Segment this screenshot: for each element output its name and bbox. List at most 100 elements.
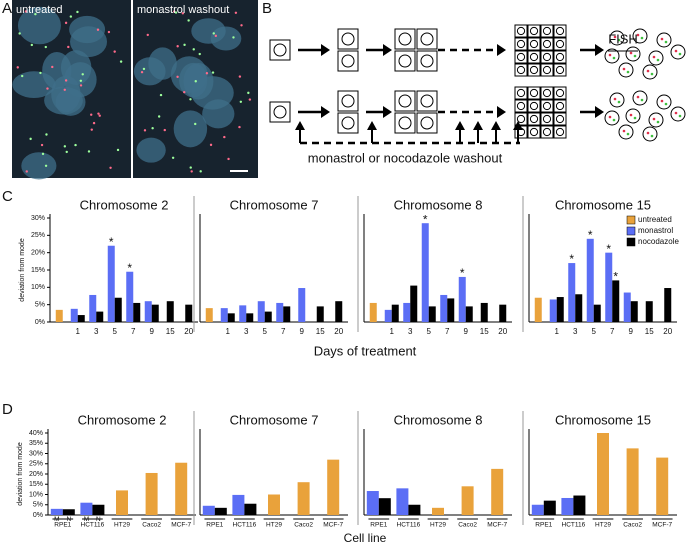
significance-mark: * xyxy=(423,212,428,226)
fish-spot xyxy=(187,19,190,22)
cell xyxy=(337,90,359,112)
cell xyxy=(514,63,528,77)
fish-spot xyxy=(247,91,250,95)
arrow-head xyxy=(595,44,604,56)
arrow-head xyxy=(455,121,465,130)
cell-nucleus xyxy=(341,32,355,46)
y-tick-label: 10% xyxy=(31,284,45,291)
x-tick-label: 7 xyxy=(610,327,615,336)
fish-spot xyxy=(212,32,215,35)
fish-spot xyxy=(109,166,112,169)
cell-nucleus xyxy=(420,32,434,46)
bar xyxy=(447,298,455,322)
x-tick-label: Caco2 xyxy=(142,522,161,529)
x-tick-label: 1 xyxy=(555,327,560,336)
x-tick-label: MCF-7 xyxy=(323,522,343,529)
fish-spot xyxy=(622,129,626,133)
fish-cell xyxy=(625,46,641,62)
fish-spot xyxy=(90,128,93,131)
fish-spot xyxy=(234,11,238,14)
bar xyxy=(664,288,672,322)
fish-spot xyxy=(64,21,68,25)
bar-sub-label: N xyxy=(66,516,71,523)
fish-spot xyxy=(65,150,68,154)
cell-nucleus xyxy=(420,94,434,108)
fish-spot xyxy=(107,30,111,34)
fish-cell xyxy=(632,28,648,44)
x-tick-label: MCF-7 xyxy=(652,522,672,529)
fish-cell xyxy=(656,32,672,48)
arrow-head xyxy=(497,44,506,56)
bar xyxy=(144,301,152,322)
bar xyxy=(597,433,609,515)
x-tick-label: 5 xyxy=(427,327,432,336)
fish-spot xyxy=(629,113,633,117)
x-tick-label: HT29 xyxy=(430,522,446,529)
bar xyxy=(239,305,247,322)
fish-cell xyxy=(642,64,658,80)
bar xyxy=(276,302,284,322)
fish-spot xyxy=(674,49,678,53)
y-tick-label: 15% xyxy=(31,267,45,274)
fish-spot xyxy=(232,36,235,39)
cell-nucleus xyxy=(341,116,355,130)
x-tick-label: 15 xyxy=(166,327,175,336)
x-tick-label: 9 xyxy=(629,327,634,336)
bar xyxy=(185,304,193,322)
cell xyxy=(514,50,528,64)
x-tick-label: 20 xyxy=(663,327,672,336)
fish-spot xyxy=(629,51,633,55)
bar xyxy=(316,306,324,322)
x-tick-label: 15 xyxy=(316,327,325,336)
fish-spot xyxy=(79,79,83,82)
cell-nucleus xyxy=(555,88,565,98)
nucleus xyxy=(136,137,166,163)
cell-nucleus xyxy=(555,52,565,62)
y-tick-label: 0% xyxy=(33,512,43,519)
fish-spot xyxy=(656,120,660,124)
bar-sub-label: M xyxy=(54,516,59,523)
cell xyxy=(540,37,554,51)
fish-spot xyxy=(113,50,116,53)
x-tick-label: 5 xyxy=(263,327,268,336)
cell xyxy=(553,24,567,38)
bar xyxy=(175,462,188,515)
fish-spot xyxy=(660,37,664,41)
significance-mark: * xyxy=(588,228,593,242)
micrograph-label: monastrol washout xyxy=(137,4,229,16)
fish-spot xyxy=(664,40,668,44)
chart-title: Chromosome 15 xyxy=(555,197,651,212)
fish-spot xyxy=(199,170,202,173)
y-tick-label: 25% xyxy=(31,232,45,239)
fish-spot xyxy=(98,114,101,117)
x-axis-label: Days of treatment xyxy=(314,343,417,358)
fish-spot xyxy=(63,88,66,92)
bar xyxy=(630,301,638,322)
x-tick-label: Caco2 xyxy=(623,522,642,529)
fish-spot xyxy=(640,98,644,102)
cell-nucleus xyxy=(529,39,539,49)
x-tick-label: 7 xyxy=(445,327,450,336)
legend-label: nocodazole xyxy=(638,237,679,246)
arrow-head xyxy=(295,121,305,130)
micrograph-label: untreated xyxy=(16,4,62,16)
fish-spot xyxy=(209,143,213,147)
cell-nucleus xyxy=(516,52,526,62)
cell xyxy=(394,50,416,72)
x-tick-label: 15 xyxy=(645,327,654,336)
cell xyxy=(527,112,541,126)
fish-spot xyxy=(613,97,617,101)
x-tick-label: MCF-7 xyxy=(171,522,191,529)
bar xyxy=(227,313,235,322)
arrow-head xyxy=(383,106,392,118)
bar xyxy=(491,468,504,515)
chart-title: Chromosome 8 xyxy=(394,197,483,212)
fish-spot xyxy=(612,118,616,122)
bar xyxy=(432,507,444,515)
cell xyxy=(269,39,291,61)
bar xyxy=(568,263,576,322)
cell xyxy=(527,99,541,113)
fish-spot xyxy=(239,100,243,103)
cell xyxy=(540,24,554,38)
